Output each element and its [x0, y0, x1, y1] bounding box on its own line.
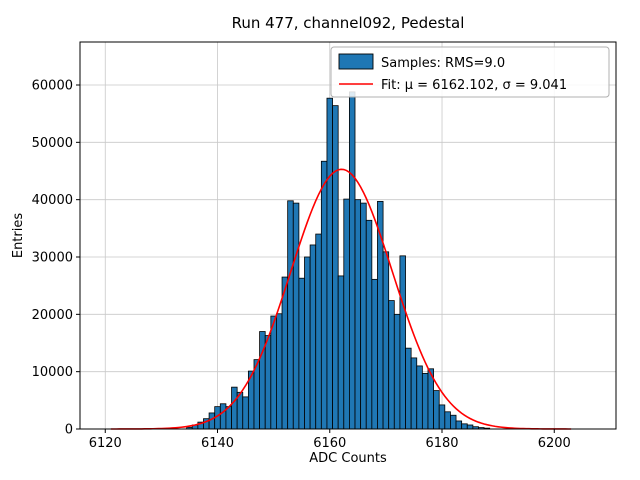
histogram-bar [466, 424, 474, 430]
histogram-bar [276, 313, 283, 430]
histogram-bar [388, 300, 395, 430]
histogram-bar [287, 200, 294, 430]
histogram-bar [242, 396, 249, 430]
y-tick-label: 0 [65, 423, 73, 438]
histogram-bar [354, 199, 362, 430]
fit-line [110, 168, 572, 430]
histogram-bar [444, 411, 451, 430]
histogram-bar [309, 244, 317, 430]
x-tick-label: 6160 [313, 436, 346, 451]
histogram-bar [399, 255, 406, 430]
histogram-bar [208, 412, 216, 430]
histogram-bar [225, 406, 232, 430]
histogram-bar [292, 202, 300, 430]
histogram-bar [219, 403, 227, 430]
y-tick-label: 60000 [32, 79, 73, 94]
histogram-bar [461, 423, 468, 430]
histogram-bar [264, 335, 272, 430]
histogram-bar [320, 160, 328, 430]
histogram-bar [326, 97, 333, 430]
histogram-bar [332, 105, 339, 430]
tick-marks: 6120 6140 6160 6180 6200 0 10000 20000 30000 4000… [32, 79, 571, 452]
y-tick-label: 40000 [32, 193, 73, 208]
legend-samples-label: Samples: RMS=9.0 [381, 56, 505, 71]
chart-title: Run 477, channel092, Pedestal [232, 14, 465, 32]
histogram-bar [455, 420, 463, 430]
y-tick-label: 30000 [32, 251, 73, 266]
y-tick-label: 10000 [32, 365, 73, 380]
histogram-bar [343, 198, 350, 430]
histogram-bar [438, 404, 446, 430]
y-tick-label: 20000 [32, 308, 73, 323]
histogram-bar [298, 277, 305, 430]
histogram-bar [416, 365, 423, 430]
histogram-bar [371, 278, 378, 430]
y-axis-label: Entries [11, 213, 26, 259]
histogram-bar [348, 91, 356, 430]
histogram-bar [270, 315, 277, 430]
histogram-bar [421, 372, 429, 430]
legend: Samples: RMS=9.0 Fit: μ = 6162.102, σ = … [330, 46, 610, 98]
histogram-bar [393, 313, 401, 430]
x-tick-label: 6180 [425, 436, 458, 451]
x-tick-label: 6200 [538, 436, 571, 451]
legend-samples-swatch [338, 53, 374, 70]
histogram-bar [281, 276, 289, 430]
histogram-bar [365, 219, 373, 430]
histogram-bar [337, 275, 345, 430]
legend-fit-label: Fit: μ = 6162.102, σ = 9.041 [381, 78, 567, 93]
histogram-bar [360, 202, 367, 430]
histogram-bar [433, 390, 440, 430]
histogram-bars [186, 91, 491, 430]
histogram-bar [450, 414, 457, 430]
x-tick-label: 6120 [89, 436, 122, 451]
histogram-bar [382, 251, 390, 430]
legend-box [330, 46, 610, 98]
histogram-bar [315, 233, 322, 430]
histogram-bar [231, 386, 238, 430]
histogram-bar [405, 347, 412, 430]
histogram-bar [304, 256, 311, 430]
x-axis-label: ADC Counts [309, 451, 387, 466]
histogram-bar [410, 357, 418, 430]
y-tick-label: 50000 [32, 136, 73, 151]
x-tick-label: 6140 [201, 436, 234, 451]
axes-frame [79, 41, 617, 430]
